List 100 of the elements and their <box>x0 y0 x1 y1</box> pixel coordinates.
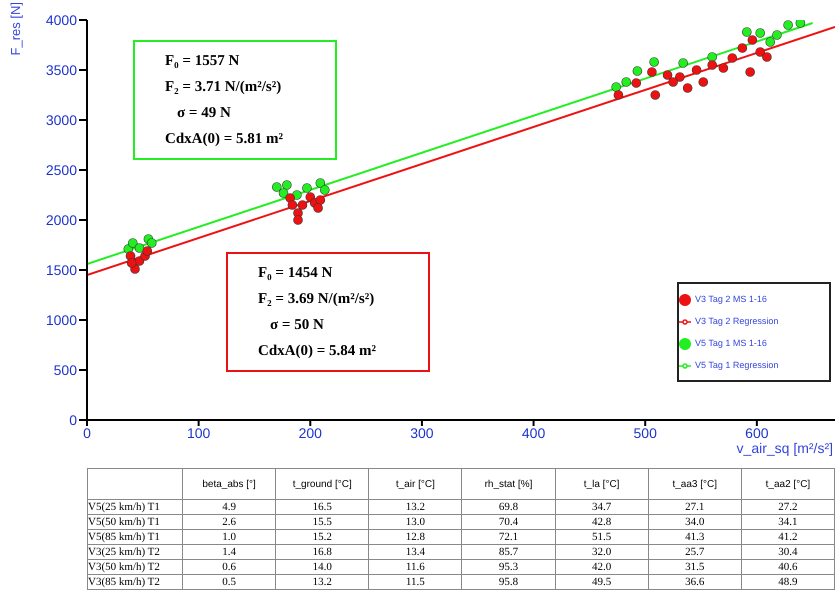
text: 34.7 <box>555 500 648 514</box>
point <box>772 30 782 40</box>
text: 41.2 <box>741 530 834 544</box>
point <box>316 195 326 205</box>
text: 41.3 <box>648 530 742 544</box>
annotation: F₀ = 1454 N <box>257 264 334 283</box>
point <box>748 35 758 45</box>
annotation: CdxA(0) = 5.84 m² <box>257 342 378 361</box>
text: 16.8 <box>276 544 369 560</box>
text: 34.1 <box>741 514 834 530</box>
y-tick-label: 1000 <box>46 312 78 328</box>
point <box>272 182 282 192</box>
y-tick-label: 2000 <box>46 212 78 228</box>
point <box>698 77 708 87</box>
annotation: F₂ = 3.69 N/(m²/s²) <box>257 290 376 309</box>
text: 15.5 <box>276 514 369 530</box>
annotation: F₀ = 1557 N <box>164 52 240 71</box>
text: 13.0 <box>368 514 462 530</box>
text: 27.2 <box>741 500 834 514</box>
point <box>302 183 312 193</box>
point <box>692 65 702 75</box>
x-tick-label: 400 <box>522 424 546 441</box>
point <box>282 180 292 190</box>
point <box>134 243 144 253</box>
text: 49.5 <box>555 574 648 590</box>
point <box>678 58 688 68</box>
text: 51.5 <box>555 530 648 544</box>
point <box>755 28 765 38</box>
point <box>650 90 660 100</box>
text: 42.0 <box>555 560 648 574</box>
legend-label: V3 Tag 2 Regression <box>695 316 778 326</box>
text: 48.9 <box>741 574 834 590</box>
text: 95.8 <box>462 574 556 590</box>
text: 95.3 <box>462 560 556 574</box>
y-tick-label: 4000 <box>46 12 78 28</box>
text: V3(25 km/h) T2 <box>88 544 182 560</box>
text: 34.0 <box>648 514 742 530</box>
text: 36.6 <box>648 574 742 590</box>
point <box>738 43 748 53</box>
point <box>745 67 755 77</box>
text: V3(50 km/h) T2 <box>88 560 182 574</box>
y-tick-label: 0 <box>69 412 78 428</box>
point <box>126 258 136 268</box>
point <box>611 82 621 92</box>
point <box>796 20 806 28</box>
text: 85.7 <box>462 544 556 560</box>
point <box>631 78 642 88</box>
text: t_air [°C] <box>368 468 462 500</box>
text: 27.1 <box>648 500 742 514</box>
x-tick-label: 200 <box>298 424 322 441</box>
text: t_ground [°C] <box>276 468 369 500</box>
point <box>783 20 793 30</box>
text: 13.2 <box>368 500 462 514</box>
text: 70.4 <box>462 514 556 530</box>
point <box>707 52 717 62</box>
point <box>320 185 330 195</box>
text: 16.5 <box>276 500 369 514</box>
text: 1.4 <box>182 544 276 560</box>
x-tick-label: 500 <box>634 424 658 441</box>
y-tick-label: 3500 <box>46 62 78 78</box>
text: rh_stat [%] <box>462 468 556 500</box>
text: beta_abs [°] <box>182 468 276 500</box>
point <box>662 70 672 80</box>
text: V3(85 km/h) T2 <box>88 574 182 590</box>
y-tick-label: 1500 <box>46 262 78 278</box>
point <box>765 37 776 47</box>
text: V5(85 km/h) T1 <box>88 530 182 544</box>
point <box>762 52 772 62</box>
y-axis-title: F_res [N] <box>8 2 23 56</box>
text: V5(25 km/h) T1 <box>88 500 182 514</box>
text: 2.6 <box>182 514 276 530</box>
annotation: CdxA(0) = 5.81 m² <box>164 130 284 149</box>
y-tick-label: 2500 <box>46 162 78 178</box>
legend-label: V3 Tag 2 MS 1-16 <box>695 294 767 304</box>
point <box>146 238 157 248</box>
text: 72.1 <box>462 530 556 544</box>
text: 12.8 <box>368 530 462 544</box>
text: 31.5 <box>648 560 742 574</box>
legend-label: V5 Tag 1 Regression <box>695 360 778 370</box>
point <box>647 67 657 77</box>
point <box>316 178 326 188</box>
annotation: F₂ = 3.71 N/(m²/s²) <box>164 78 282 97</box>
point <box>675 72 685 82</box>
text: 4.9 <box>182 500 276 514</box>
text: 1.0 <box>182 530 276 544</box>
x-tick-label: 100 <box>186 424 211 441</box>
point <box>278 188 288 198</box>
text: 0.5 <box>182 574 276 590</box>
point <box>128 238 138 248</box>
text: 11.5 <box>368 574 462 590</box>
y-tick-label: 3000 <box>46 112 78 128</box>
annotation: σ = 50 N <box>269 316 325 335</box>
point <box>288 200 298 210</box>
point <box>682 83 692 93</box>
text: V5(50 km/h) T1 <box>88 514 182 530</box>
point <box>313 203 323 213</box>
text: t_aa3 [°C] <box>648 468 742 500</box>
y-tick-label: 500 <box>54 362 78 378</box>
text: 25.7 <box>648 544 742 560</box>
point <box>293 215 303 225</box>
